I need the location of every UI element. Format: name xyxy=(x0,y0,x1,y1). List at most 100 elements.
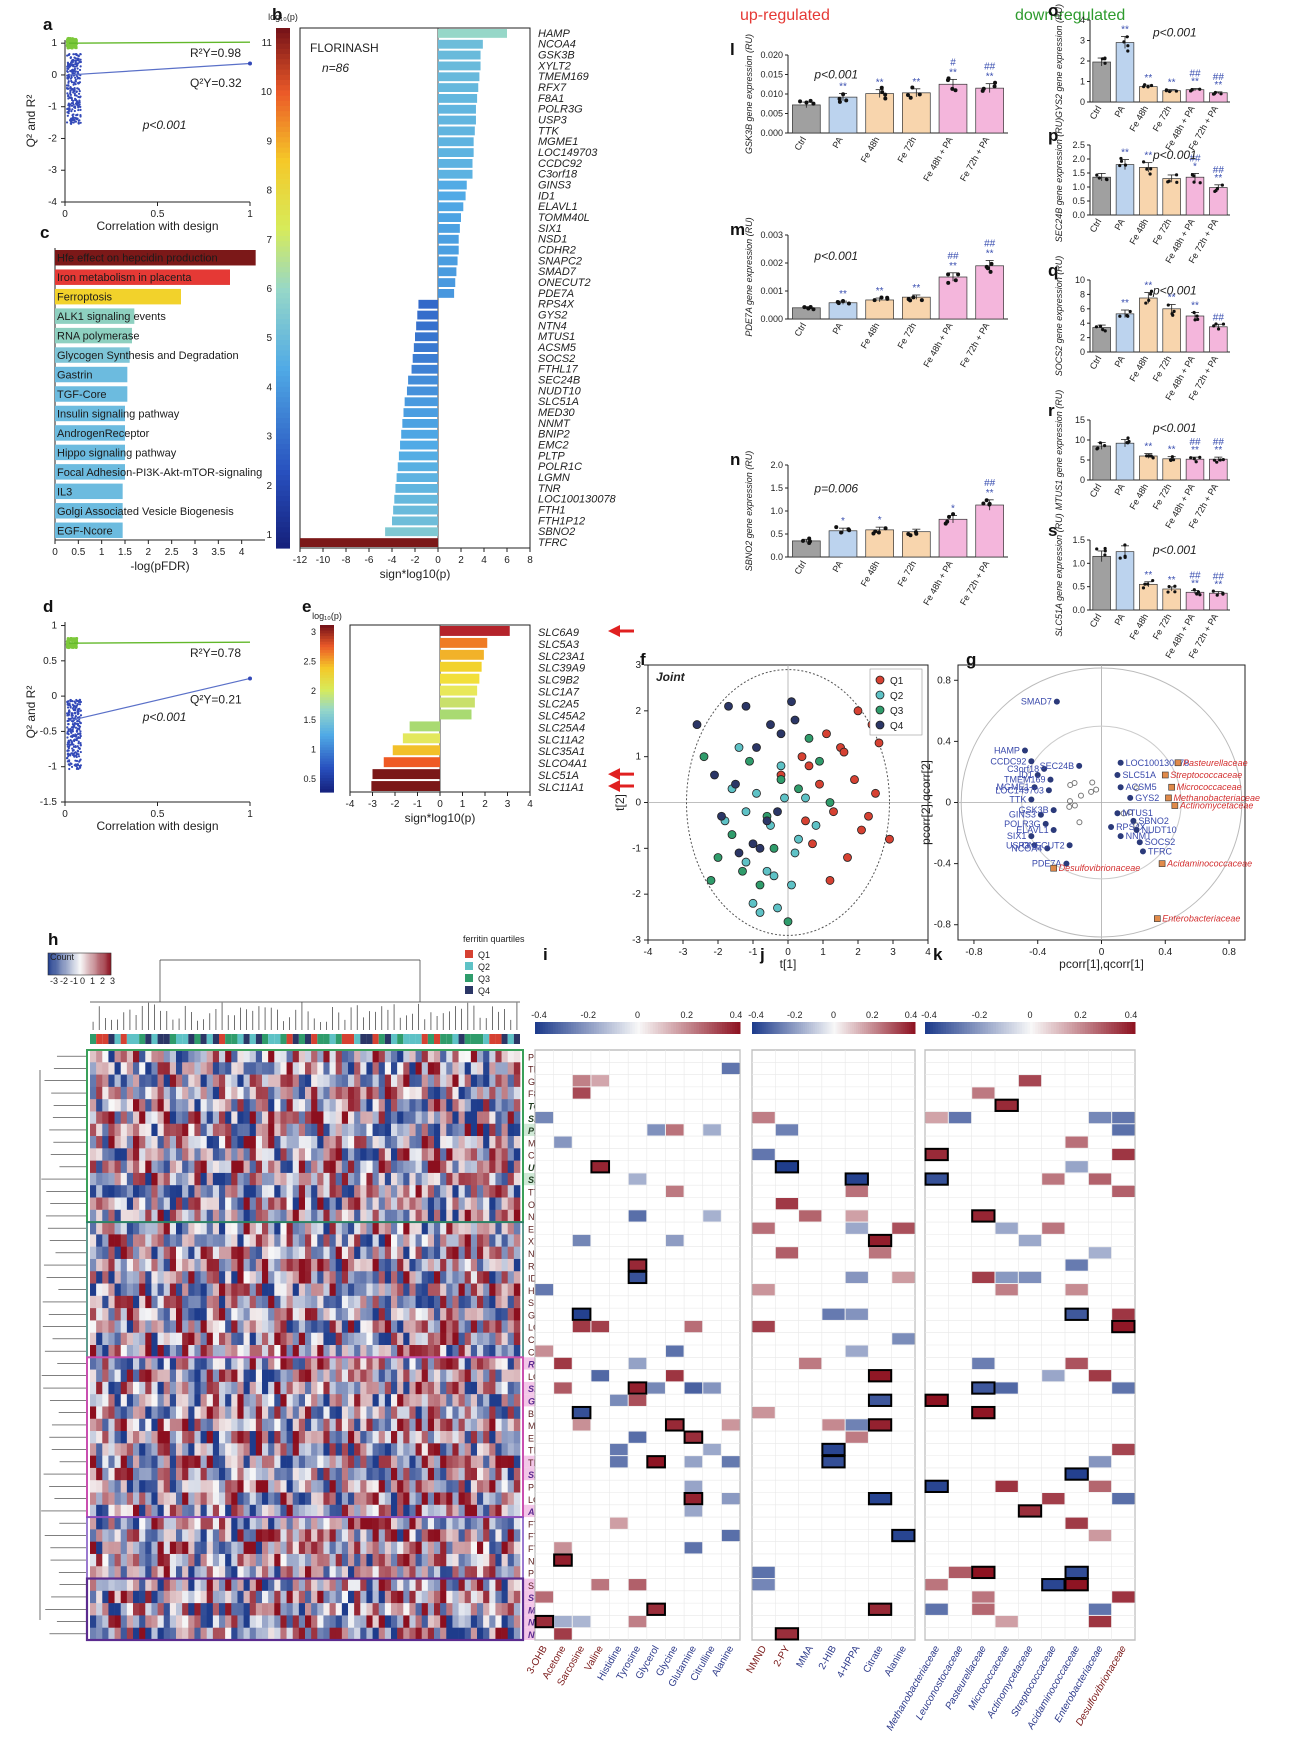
bar-fth1p12 xyxy=(392,516,438,526)
heatmap-cell xyxy=(464,1246,472,1260)
heatmap-cell xyxy=(427,1369,435,1383)
heatmap-cell xyxy=(470,1406,478,1420)
heatmap-cell xyxy=(495,1209,502,1223)
y-tick-label: 0.4 xyxy=(937,736,951,747)
xlabel-g: pcorr[1],qcorr[1] xyxy=(1059,957,1144,971)
heatmap-cell xyxy=(237,1431,244,1444)
heatmap-cell xyxy=(249,1320,257,1334)
replicate-point xyxy=(1123,163,1128,167)
heatmap-cell xyxy=(440,1295,447,1309)
heatmap-cell xyxy=(108,1406,115,1420)
heatmap-cell xyxy=(243,1074,251,1088)
expression-bar xyxy=(1115,164,1135,216)
heatmap-cell xyxy=(280,1062,287,1075)
heatmap-cell xyxy=(96,1480,103,1493)
heatmap-cell xyxy=(163,1234,171,1247)
heatmap-cell xyxy=(495,1418,502,1432)
heatmap-cell xyxy=(341,1406,349,1420)
heatmap-cell xyxy=(366,1455,373,1469)
xlabel-c: -log(pFDR) xyxy=(130,559,189,573)
heatmap-cell xyxy=(464,1148,472,1161)
heatmap-cell xyxy=(483,1136,490,1149)
heatmap-cell xyxy=(329,1406,337,1420)
heatmap-cell xyxy=(495,1123,502,1137)
heatmap-cell xyxy=(415,1332,423,1346)
heatmap-cell xyxy=(231,1394,238,1407)
heatmap-cell xyxy=(391,1332,398,1346)
color-key-cell xyxy=(100,953,102,975)
heatmap-cell xyxy=(255,1369,263,1383)
heatmap-cell xyxy=(477,1394,484,1407)
color-key-cell xyxy=(65,953,68,975)
heatmap-cell xyxy=(366,1148,373,1161)
heatmap-cell xyxy=(507,1345,515,1358)
q2-point xyxy=(72,53,75,56)
colorbar-cell xyxy=(276,132,290,138)
score-point-q4 xyxy=(776,729,786,739)
heatmap-cell xyxy=(317,1209,324,1223)
heatmap-cell xyxy=(409,1455,416,1469)
y-tick-label: -0.5 xyxy=(40,726,58,737)
heatmap-cell xyxy=(182,1271,189,1284)
taxon-loading-label: Actinomycetaceae xyxy=(1179,801,1254,811)
heatmap-cell xyxy=(268,1099,275,1112)
colorbar-cell xyxy=(276,480,290,487)
heatmap-cell xyxy=(489,1136,496,1149)
p-value: p<0.001 xyxy=(813,249,858,263)
heatmap-cell xyxy=(317,1160,324,1174)
heatmap-cell xyxy=(354,1197,361,1211)
gene-loading-label: GINS3 xyxy=(1009,810,1036,820)
heatmap-cell xyxy=(483,1185,490,1198)
heatmap-cell xyxy=(384,1394,392,1407)
heatmap-cell xyxy=(366,1062,373,1075)
heatmap-cell xyxy=(483,1209,490,1223)
heatmap-cell xyxy=(182,1455,189,1469)
category-label: Fe 48h xyxy=(859,559,882,588)
expression-bar xyxy=(865,529,894,558)
heatmap-cell xyxy=(366,1283,373,1297)
heatmap-cell xyxy=(372,1111,380,1125)
heatmap-cell xyxy=(434,1381,441,1395)
heatmap-cell xyxy=(434,1480,441,1493)
heatmap-cell xyxy=(366,1492,373,1506)
category-label: PA xyxy=(1112,104,1126,119)
q2-point xyxy=(78,727,81,730)
quartile-label: Q4 xyxy=(478,986,490,996)
heatmap-cell xyxy=(341,1099,349,1112)
replicate-point xyxy=(1220,183,1224,187)
heatmap-cell xyxy=(212,1258,220,1272)
heatmap-cell xyxy=(366,1332,373,1346)
heatmap-cell xyxy=(182,1357,189,1370)
heatmap-cell xyxy=(513,1492,521,1506)
heatmap-cell xyxy=(120,1062,128,1075)
heatmap-cell xyxy=(133,1160,140,1174)
heatmap-cell xyxy=(366,1234,373,1247)
heatmap-cell xyxy=(292,1234,300,1247)
heatmap-cell xyxy=(249,1369,257,1383)
heatmap-cell xyxy=(470,1443,478,1456)
heatmap-cell xyxy=(151,1234,158,1247)
heatmap-cell xyxy=(255,1480,263,1493)
heatmap-cell xyxy=(489,1197,496,1211)
heatmap-cell xyxy=(317,1258,324,1272)
heatmap-cell xyxy=(317,1283,324,1297)
q2-point xyxy=(71,735,74,738)
colorbar-cell xyxy=(276,54,290,60)
heatmap-cell xyxy=(440,1418,447,1432)
heatmap-cell xyxy=(446,1234,453,1247)
q2-point xyxy=(77,57,80,60)
gene-loading-point xyxy=(1117,759,1124,766)
heatmap-cell xyxy=(329,1332,337,1346)
heatmap-cell xyxy=(323,1234,330,1247)
heatmap-cell xyxy=(384,1492,392,1506)
heatmap-cell xyxy=(237,1099,244,1112)
heatmap-cell xyxy=(348,1431,355,1444)
heatmap-cell xyxy=(397,1357,404,1370)
heatmap-cell xyxy=(298,1086,306,1100)
heatmap-cell xyxy=(120,1345,128,1358)
heatmap-cell xyxy=(249,1504,257,1518)
heatmap-cell xyxy=(188,1357,195,1370)
replicate-point xyxy=(1190,173,1194,177)
heatmap-cell xyxy=(182,1381,189,1395)
heatmap-cell xyxy=(280,1271,287,1284)
